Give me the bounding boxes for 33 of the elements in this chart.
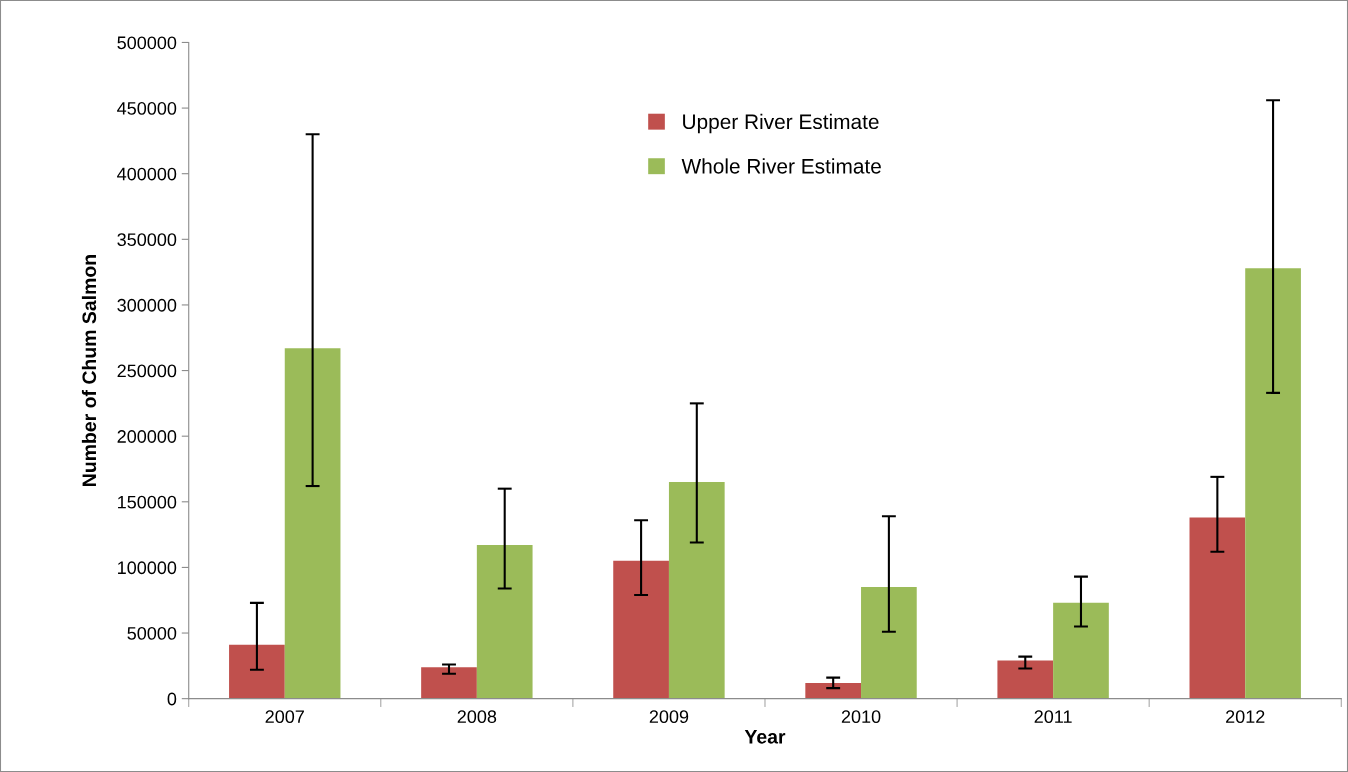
y-tick-label: 300000 [117,298,177,312]
bar [1189,517,1246,699]
y-tick-label: 100000 [118,561,177,575]
x-tick-label: 2008 [457,710,497,724]
bar [229,644,285,699]
bar [668,482,725,699]
bar [1053,602,1109,699]
x-tick-label: 2012 [1226,710,1265,724]
bar [613,560,669,699]
bar [284,348,341,699]
bar [476,545,533,699]
legend-label: Upper River Estimate [683,113,879,134]
bar [421,667,477,699]
y-tick-label: 50000 [127,626,177,640]
x-axis-title: Year [744,730,786,744]
y-tick-label: 350000 [117,233,177,247]
bar [1245,268,1301,699]
y-tick-label: 200000 [117,430,177,443]
y-tick-label: 0 [167,692,177,706]
y-tick-label: 450000 [117,102,177,115]
y-tick-label: 500000 [117,36,177,50]
bar [997,660,1054,699]
x-tick-label: 2007 [265,710,304,724]
x-tick-label: 2011 [1034,710,1072,724]
bar [861,587,917,699]
x-tick-label: 2009 [649,710,689,724]
bar [805,682,862,699]
y-tick-label: 150000 [118,495,177,509]
y-tick-label: 400000 [117,167,177,181]
y-axis-title: Number of Chum Salmon [81,255,97,486]
x-tick-label: 2010 [841,710,881,724]
y-tick-label: 250000 [117,364,177,378]
legend-label: Whole River Estimate [681,158,881,174]
